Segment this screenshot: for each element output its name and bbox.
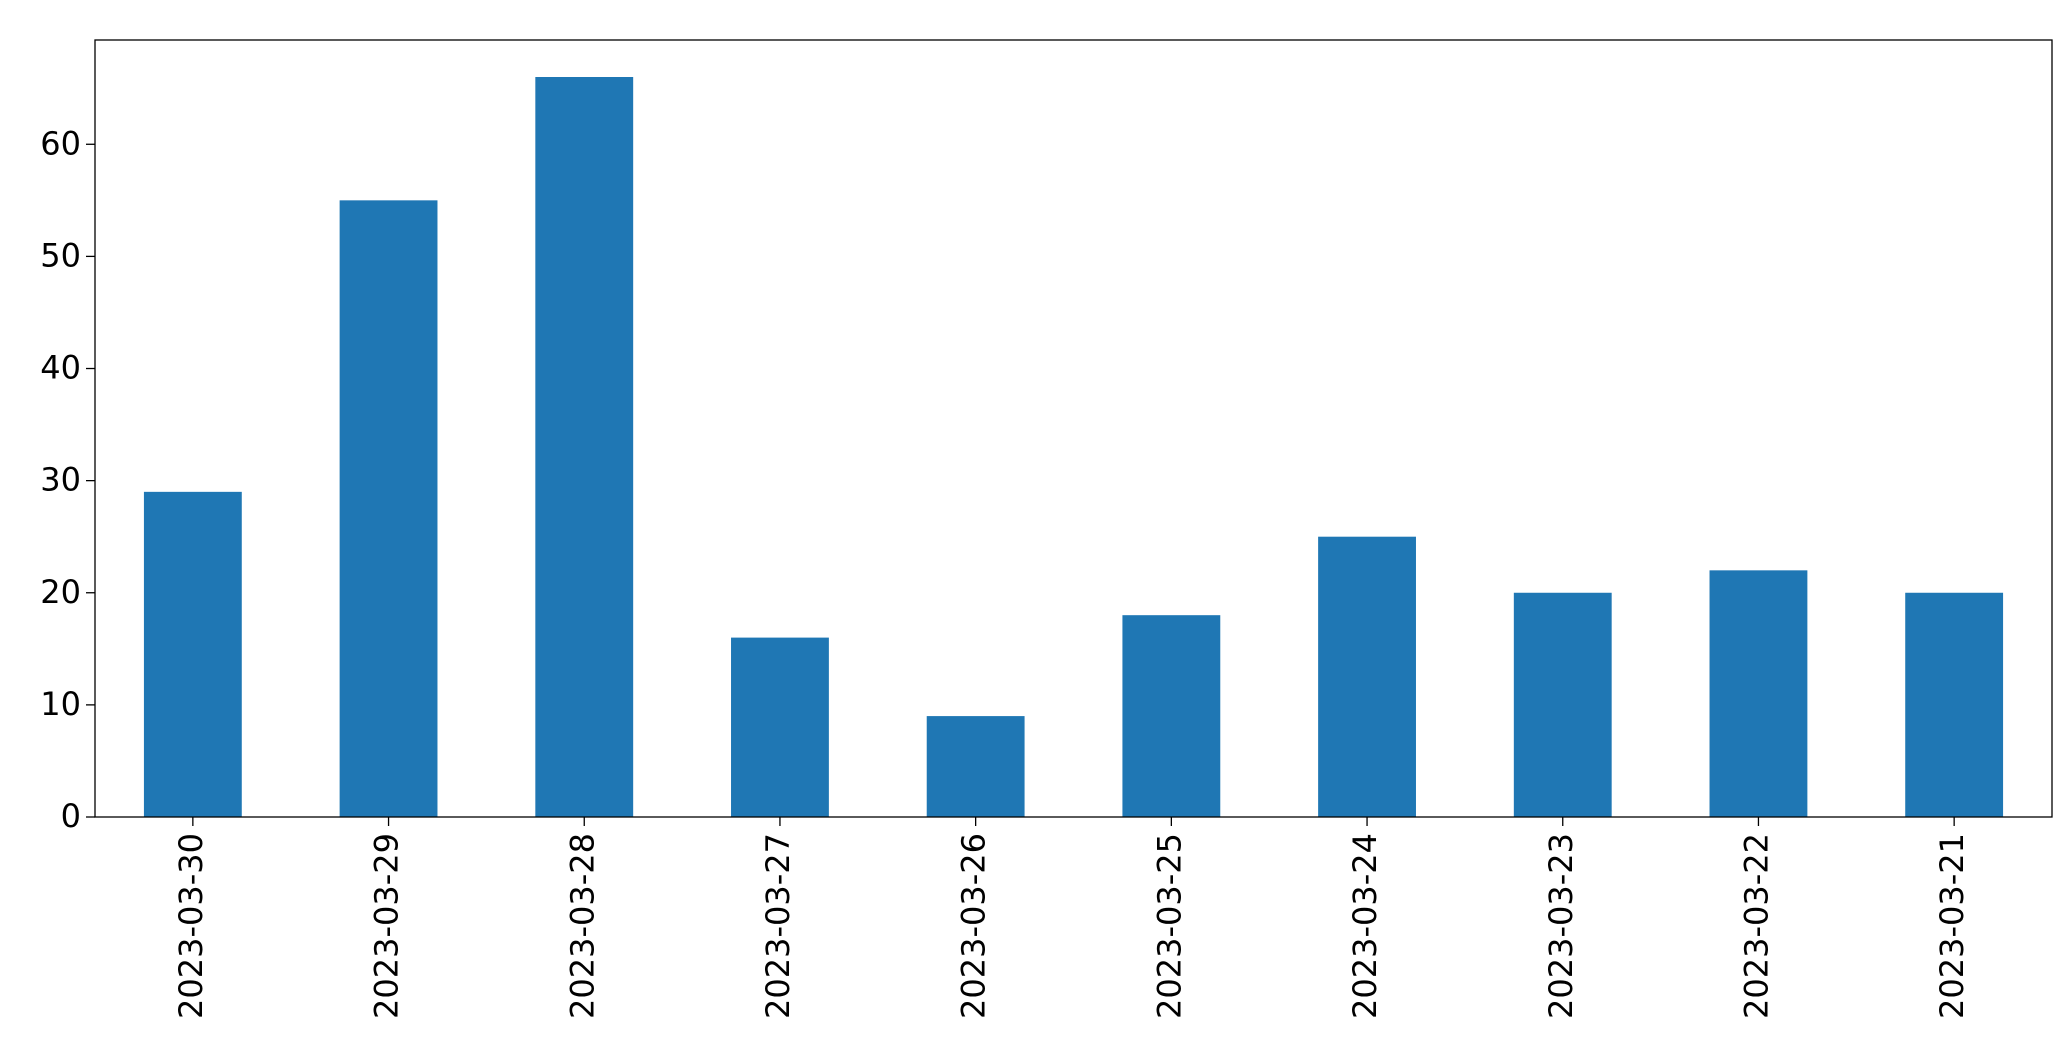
bar <box>1318 536 1416 817</box>
bar <box>143 491 242 817</box>
x-tick-label: 2023-03-24 <box>1346 833 1384 1019</box>
x-tick-label: 2023-03-21 <box>1933 833 1971 1019</box>
y-tick-label: 10 <box>40 685 81 723</box>
bar <box>1709 570 1808 817</box>
bar <box>1513 592 1612 817</box>
x-tick-label: 2023-03-25 <box>1150 833 1188 1019</box>
marks <box>143 77 2004 818</box>
bar <box>339 200 438 818</box>
bar <box>731 637 829 817</box>
y-tick-label: 50 <box>40 236 81 274</box>
x-tick-label: 2023-03-28 <box>563 833 601 1019</box>
x-tick-label: 2023-03-22 <box>1737 833 1775 1019</box>
axes-frame <box>94 39 2053 818</box>
y-tick-label: 60 <box>40 124 81 162</box>
bar <box>1122 615 1221 817</box>
x-tick-label: 2023-03-29 <box>368 833 406 1019</box>
bar <box>535 77 634 817</box>
x-tick-label: 2023-03-23 <box>1542 833 1580 1019</box>
bar <box>926 716 1025 817</box>
x-tick-label: 2023-03-26 <box>955 833 993 1019</box>
y-tick-label: 0 <box>61 797 81 835</box>
bar <box>1905 592 2004 817</box>
y-tick-label: 20 <box>40 573 81 611</box>
x-tick-label: 2023-03-30 <box>172 833 210 1019</box>
x-tick-label: 2023-03-27 <box>759 833 797 1019</box>
y-tick-label: 40 <box>40 349 81 387</box>
y-tick-label: 30 <box>40 461 81 499</box>
